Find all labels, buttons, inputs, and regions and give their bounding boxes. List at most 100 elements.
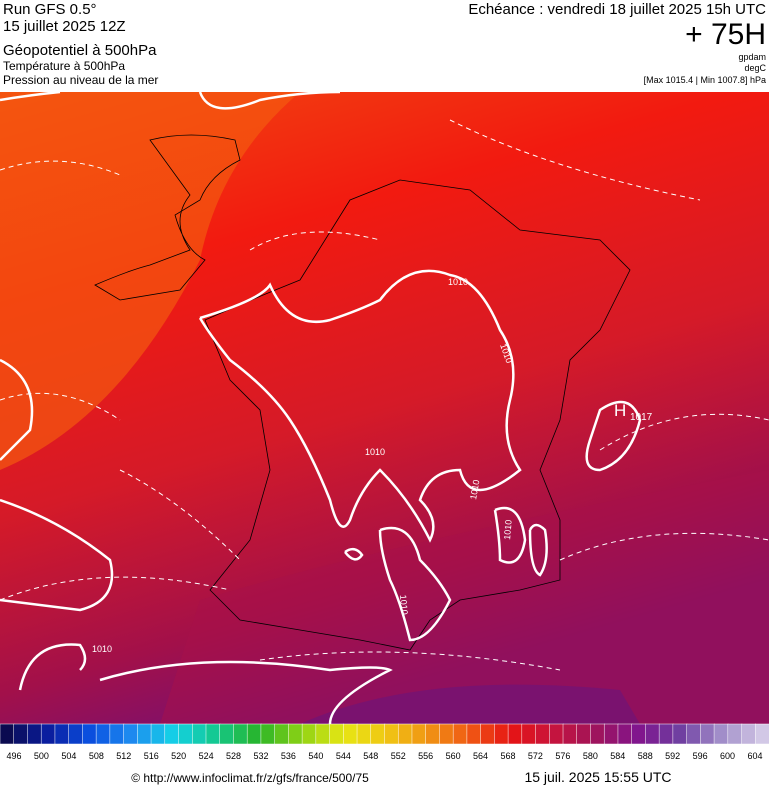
colorbar-label: 500 — [34, 751, 49, 761]
colorbar-label: 588 — [638, 751, 653, 761]
colorbar-label: 580 — [583, 751, 598, 761]
colorbar-label: 600 — [720, 751, 735, 761]
colorbar-swatch — [164, 723, 180, 745]
lead-time: + 75H — [685, 18, 766, 51]
colorbar-swatch — [466, 723, 482, 745]
colorbar-label: 552 — [391, 751, 406, 761]
colorbar-swatch — [27, 723, 42, 745]
colorbar-swatch — [521, 723, 537, 745]
colorbar-swatch — [755, 723, 769, 745]
colorbar-swatch — [178, 723, 193, 745]
colorbar-swatch — [315, 723, 331, 745]
colorbar: 496 500 504 508 512 516 520 524 528 532 536 540 544 5… — [0, 723, 769, 761]
colorbar-swatch — [452, 723, 468, 745]
colorbar-swatch — [356, 723, 372, 745]
field-label: Pression au niveau de la mer — [3, 73, 158, 87]
colorbar-swatch — [576, 723, 592, 745]
colorbar-swatch — [384, 723, 399, 745]
colorbar-swatch — [40, 723, 56, 745]
colorbar-label: 592 — [665, 751, 680, 761]
colorbar-swatch — [617, 723, 633, 745]
colorbar-label: 564 — [473, 751, 488, 761]
colorbar-label: 556 — [418, 751, 433, 761]
colorbar-swatch — [411, 723, 427, 745]
colorbar-swatch — [686, 723, 702, 745]
colorbar-label: 504 — [61, 751, 76, 761]
colorbar-swatch — [246, 723, 262, 745]
colorbar-label: 524 — [199, 751, 214, 761]
colorbar-swatch — [274, 723, 290, 745]
run-date: 15 juillet 2025 12Z — [3, 18, 126, 35]
cold-zone — [300, 684, 640, 724]
isobar-label: 1010 — [365, 447, 385, 457]
unit-label: degC — [744, 63, 766, 73]
colorbar-label: 596 — [693, 751, 708, 761]
run-title: Run GFS 0.5° — [3, 1, 97, 18]
map-area — [0, 90, 769, 725]
range-label: [Max 1015.4 | Min 1007.8] hPa — [644, 75, 766, 85]
isobar-labels: 1010 1010 1010 1010 1010 1010 1010 — [92, 277, 514, 654]
colorbar-swatch — [631, 723, 647, 745]
colorbar-swatch — [658, 723, 674, 745]
colorbar-swatch — [645, 723, 660, 745]
colorbar-swatch — [562, 723, 578, 745]
unit-label: gpdam — [738, 52, 766, 62]
isobar-label: 1010 — [502, 519, 514, 540]
colorbar-label: 540 — [308, 751, 323, 761]
colorbar-swatch — [507, 723, 523, 745]
colorbar-label: 572 — [528, 751, 543, 761]
colorbar-swatch — [494, 723, 509, 745]
colorbar-label: 516 — [144, 751, 159, 761]
colorbar-label: 568 — [500, 751, 515, 761]
colorbar-swatch — [343, 723, 358, 745]
colorbar-swatch — [713, 723, 729, 745]
colorbar-label: 528 — [226, 751, 241, 761]
colorbar-swatch — [54, 723, 70, 745]
colorbar-swatch — [370, 723, 386, 745]
colorbar-swatch — [68, 723, 84, 745]
colorbar-label: 604 — [747, 751, 762, 761]
colorbar-swatch — [95, 723, 111, 745]
colorbar-swatch — [329, 723, 345, 745]
high-value: 1017 — [630, 412, 653, 423]
colorbar-swatch — [301, 723, 317, 745]
isobar-label: 1010 — [92, 644, 112, 654]
colorbar-swatch — [397, 723, 413, 745]
colorbar-label: 496 — [6, 751, 21, 761]
colorbar-swatch — [205, 723, 221, 745]
colorbar-swatch — [535, 723, 551, 745]
warm-zone — [0, 92, 300, 470]
colorbar-label: 548 — [363, 751, 378, 761]
colorbar-label: 512 — [116, 751, 131, 761]
timestamp: 15 juil. 2025 15:55 UTC — [524, 769, 671, 785]
colorbar-swatch — [700, 723, 715, 745]
colorbar-swatch — [192, 723, 207, 745]
colorbar-swatch — [480, 723, 496, 745]
colorbar-label: 560 — [446, 751, 461, 761]
isobars — [0, 90, 642, 725]
colorbar-label: 508 — [89, 751, 104, 761]
isobar-label: 1010 — [448, 277, 468, 287]
isobar-label: 1010 — [468, 479, 481, 500]
colorbar-swatch — [727, 723, 743, 745]
colorbar-label: 532 — [253, 751, 268, 761]
colorbar-swatch — [425, 723, 441, 745]
field-label: Température à 500hPa — [3, 59, 125, 73]
colorbar-swatch — [549, 723, 564, 745]
isotherms — [0, 119, 769, 671]
colorbar-swatch — [233, 723, 248, 745]
colorbar-swatch — [672, 723, 688, 745]
cool-zone — [160, 470, 769, 724]
colorbar-swatch — [123, 723, 139, 745]
colorbar-swatch — [0, 723, 15, 745]
colorbar-swatch — [150, 723, 166, 745]
colorbar-swatch — [260, 723, 276, 745]
colorbar-swatch — [439, 723, 454, 745]
field-label: Géopotentiel à 500hPa — [3, 42, 157, 59]
high-letter: H — [614, 401, 626, 420]
colorbar-swatch — [288, 723, 303, 745]
colorbar-swatch — [13, 723, 29, 745]
colorbar-swatch — [219, 723, 235, 745]
